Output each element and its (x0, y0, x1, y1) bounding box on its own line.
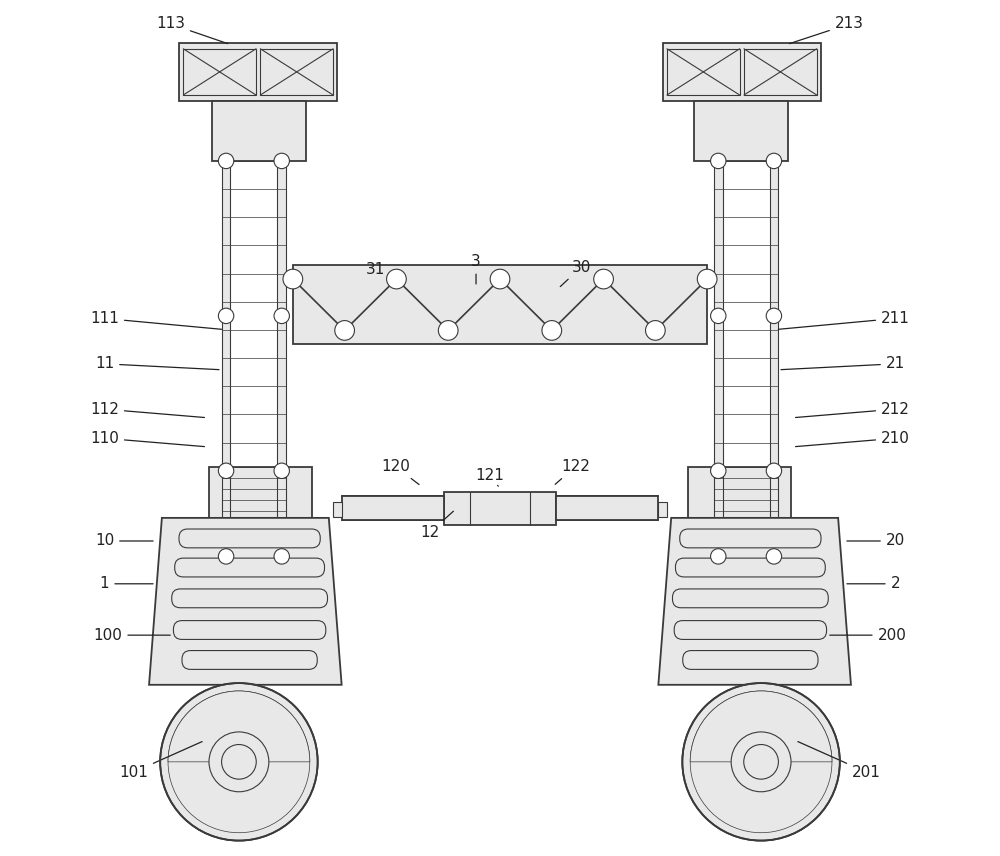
FancyBboxPatch shape (182, 651, 317, 669)
Text: 113: 113 (156, 16, 228, 44)
Text: 2: 2 (847, 576, 900, 591)
Circle shape (594, 269, 613, 289)
Text: 21: 21 (781, 356, 905, 372)
Circle shape (160, 683, 318, 841)
Circle shape (766, 463, 782, 479)
Bar (277, 467, 286, 591)
Circle shape (731, 732, 791, 792)
Text: 1: 1 (100, 576, 153, 591)
Text: 20: 20 (847, 533, 905, 549)
FancyBboxPatch shape (683, 651, 818, 669)
Bar (183, 49, 256, 95)
Circle shape (542, 321, 562, 341)
Bar (222, 161, 230, 471)
Wedge shape (690, 691, 832, 762)
Circle shape (218, 549, 234, 564)
Circle shape (218, 463, 234, 479)
Bar (744, 49, 817, 95)
Circle shape (218, 153, 234, 169)
Text: 101: 101 (119, 741, 202, 780)
Text: 110: 110 (90, 431, 204, 447)
Bar (770, 467, 778, 591)
Circle shape (711, 308, 726, 324)
Text: 12: 12 (420, 511, 453, 540)
Bar (688, 467, 791, 522)
Bar (714, 467, 723, 591)
Text: 122: 122 (555, 459, 590, 484)
Bar (714, 161, 723, 471)
Circle shape (697, 269, 717, 289)
Bar (212, 101, 306, 161)
Bar (293, 265, 707, 344)
Text: 30: 30 (560, 259, 591, 287)
FancyBboxPatch shape (173, 621, 326, 639)
Text: 212: 212 (796, 401, 910, 418)
Text: 213: 213 (789, 16, 864, 44)
Bar (770, 161, 778, 471)
Circle shape (766, 308, 782, 324)
Circle shape (387, 269, 406, 289)
Circle shape (682, 683, 840, 841)
Circle shape (274, 153, 289, 169)
Text: 10: 10 (95, 533, 153, 549)
Wedge shape (168, 691, 310, 762)
Circle shape (218, 308, 234, 324)
Circle shape (711, 153, 726, 169)
Bar (663, 43, 821, 101)
Text: 11: 11 (95, 356, 219, 372)
Circle shape (335, 321, 354, 341)
FancyBboxPatch shape (674, 621, 827, 639)
Bar (444, 492, 556, 525)
Circle shape (274, 308, 289, 324)
Bar (333, 502, 342, 517)
Text: 111: 111 (90, 311, 222, 330)
Bar (667, 49, 740, 95)
Circle shape (192, 715, 286, 809)
FancyBboxPatch shape (680, 529, 821, 548)
Circle shape (222, 745, 256, 779)
Circle shape (209, 732, 269, 792)
Bar (260, 49, 333, 95)
FancyBboxPatch shape (675, 558, 825, 577)
Polygon shape (149, 518, 342, 685)
Text: 120: 120 (381, 459, 419, 484)
Text: 112: 112 (90, 401, 204, 418)
Circle shape (274, 463, 289, 479)
Polygon shape (658, 518, 851, 685)
Bar (556, 496, 658, 520)
Text: 100: 100 (94, 627, 170, 643)
Text: 210: 210 (796, 431, 910, 447)
Bar (277, 161, 286, 471)
Circle shape (711, 549, 726, 564)
Text: 3: 3 (471, 253, 481, 284)
Circle shape (490, 269, 510, 289)
Circle shape (438, 321, 458, 341)
Circle shape (646, 321, 665, 341)
Bar (342, 496, 444, 520)
FancyBboxPatch shape (179, 529, 320, 548)
Circle shape (714, 715, 808, 809)
FancyBboxPatch shape (172, 589, 328, 608)
Circle shape (766, 153, 782, 169)
FancyBboxPatch shape (175, 558, 325, 577)
Text: 200: 200 (830, 627, 906, 643)
Text: 211: 211 (778, 311, 910, 330)
Text: 201: 201 (798, 741, 881, 780)
Circle shape (711, 463, 726, 479)
Bar (179, 43, 337, 101)
Text: 121: 121 (475, 467, 504, 486)
Text: 31: 31 (366, 262, 399, 287)
Bar (209, 467, 312, 522)
Bar (222, 467, 230, 591)
Circle shape (274, 549, 289, 564)
Circle shape (744, 745, 778, 779)
Circle shape (283, 269, 303, 289)
FancyBboxPatch shape (672, 589, 828, 608)
Bar (658, 502, 667, 517)
Bar (694, 101, 788, 161)
Circle shape (766, 549, 782, 564)
